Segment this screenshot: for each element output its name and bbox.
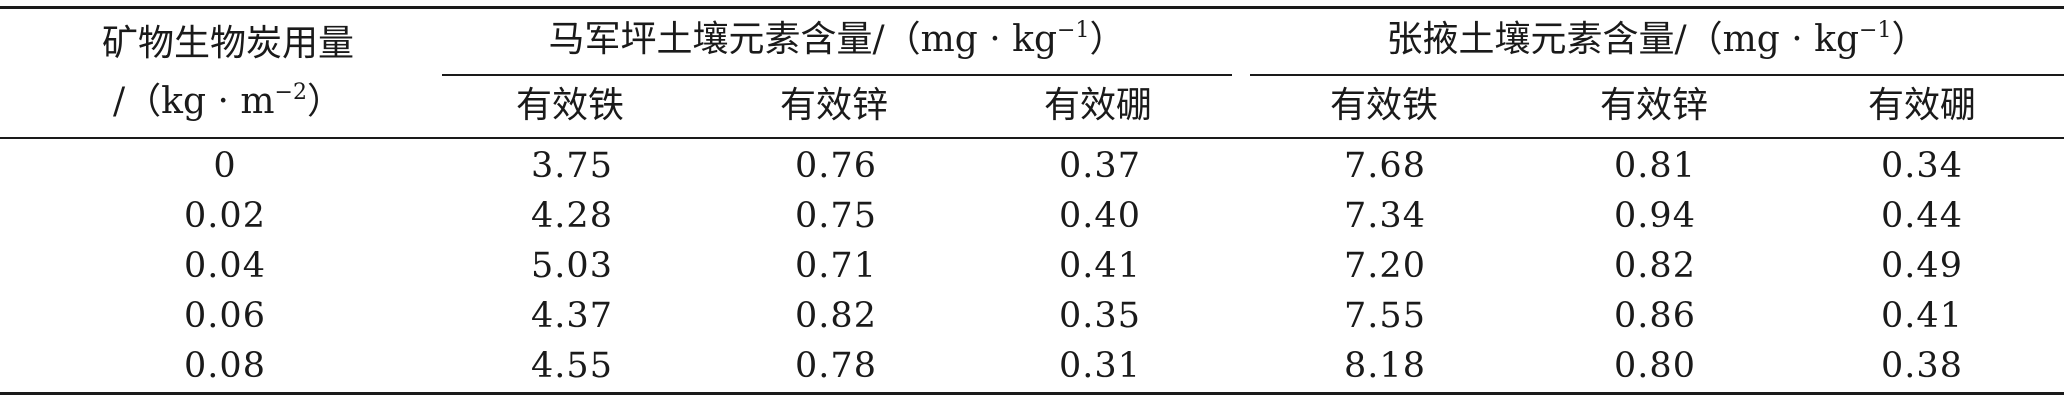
group-header-majunping-exponent: −1 <box>1057 18 1090 43</box>
cell-value: 0.41 <box>1881 296 1963 336</box>
cell-value: 0.38 <box>1881 346 1963 386</box>
row-header-line1: 矿物生物炭用量 <box>101 23 355 64</box>
cell-dosage: 0 <box>213 146 237 186</box>
top-rule <box>0 6 2064 9</box>
cell-dosage: 0.04 <box>184 246 266 286</box>
row-header-line2: /（kg · m−2） <box>113 82 343 122</box>
cell-value: 8.18 <box>1344 346 1426 386</box>
group-rule-zhangye <box>1250 74 2064 76</box>
cell-value: 0.81 <box>1614 146 1696 186</box>
cell-value: 0.49 <box>1881 246 1963 286</box>
cell-value: 0.44 <box>1881 196 1963 236</box>
cell-value: 0.40 <box>1059 196 1141 236</box>
group-header-zhangye-exponent: −1 <box>1859 18 1892 43</box>
cell-value: 4.55 <box>531 346 613 386</box>
cell-dosage: 0.08 <box>184 346 266 386</box>
group-header-majunping: 马军坪土壤元素含量/（mg · kg−1） <box>549 20 1126 60</box>
cell-value: 0.78 <box>795 346 877 386</box>
cell-value: 7.68 <box>1344 146 1426 186</box>
cell-value: 0.75 <box>795 196 877 236</box>
cell-value: 4.28 <box>531 196 613 236</box>
cell-value: 7.34 <box>1344 196 1426 236</box>
table-row: 0.08 4.55 0.78 0.31 8.18 0.80 0.38 <box>0 346 2064 396</box>
table-row: 0.06 4.37 0.82 0.35 7.55 0.86 0.41 <box>0 296 2064 346</box>
cell-value: 7.20 <box>1344 246 1426 286</box>
table-row: 0.04 5.03 0.71 0.41 7.20 0.82 0.49 <box>0 246 2064 296</box>
cell-value: 5.03 <box>531 246 613 286</box>
subheader-fe-majunping: 有效铁 <box>515 85 625 126</box>
cell-value: 0.71 <box>795 246 877 286</box>
subheader-b-majunping: 有效硼 <box>1043 85 1153 126</box>
cell-value: 0.37 <box>1059 146 1141 186</box>
cell-value: 0.86 <box>1614 296 1696 336</box>
bottom-rule <box>0 392 2064 395</box>
subheader-fe-zhangye: 有效铁 <box>1329 85 1439 126</box>
cell-value: 0.41 <box>1059 246 1141 286</box>
subheader-b-zhangye: 有效硼 <box>1867 85 1977 126</box>
cell-value: 0.35 <box>1059 296 1141 336</box>
group-header-zhangye: 张掖土壤元素含量/（mg · kg−1） <box>1387 20 1928 60</box>
group-header-zhangye-suffix: ） <box>1891 19 1928 60</box>
cell-value: 0.80 <box>1614 346 1696 386</box>
group-header-majunping-suffix: ） <box>1089 19 1126 60</box>
group-header-zhangye-text: 张掖土壤元素含量/（mg · kg <box>1386 19 1860 60</box>
subheader-zn-zhangye: 有效锌 <box>1599 85 1709 126</box>
cell-value: 0.82 <box>1614 246 1696 286</box>
cell-value: 4.37 <box>531 296 613 336</box>
row-header-unit-exponent: −2 <box>274 80 307 105</box>
cell-value: 7.55 <box>1344 296 1426 336</box>
group-rule-majunping <box>442 74 1232 76</box>
cell-value: 0.34 <box>1881 146 1963 186</box>
cell-value: 0.94 <box>1614 196 1696 236</box>
table-row: 0.02 4.28 0.75 0.40 7.34 0.94 0.44 <box>0 196 2064 246</box>
cell-dosage: 0.02 <box>184 196 266 236</box>
row-header-unit-prefix: /（kg · m <box>113 81 275 122</box>
header-rule <box>0 137 2064 139</box>
subheader-zn-majunping: 有效锌 <box>779 85 889 126</box>
cell-value: 0.76 <box>795 146 877 186</box>
group-header-majunping-text: 马军坪土壤元素含量/（mg · kg <box>548 19 1058 60</box>
cell-dosage: 0.06 <box>184 296 266 336</box>
table-row: 0 3.75 0.76 0.37 7.68 0.81 0.34 <box>0 146 2064 196</box>
cell-value: 0.31 <box>1059 346 1141 386</box>
row-header-unit-suffix: ） <box>306 81 343 122</box>
cell-value: 3.75 <box>531 146 613 186</box>
cell-value: 0.82 <box>795 296 877 336</box>
